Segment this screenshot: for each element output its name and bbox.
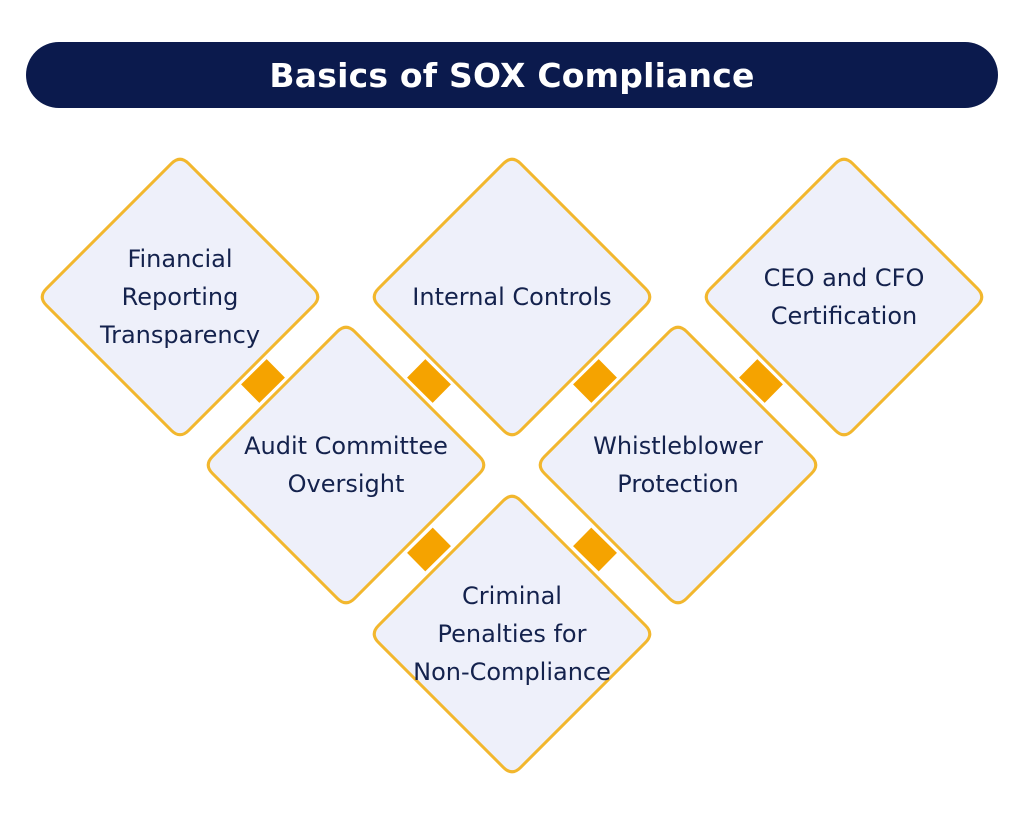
title-bar: Basics of SOX Compliance [26, 42, 998, 108]
diamond-audit-committee-oversight-label: Audit Committee Oversight [244, 432, 448, 498]
connector-2 [407, 359, 451, 403]
diamond-criminal-penalties-label: Criminal Penalties for Non-Compliance [413, 582, 611, 686]
diamond-internal-controls-label: Internal Controls [412, 283, 612, 311]
diamond-whistleblower-protection [538, 325, 818, 605]
diamond-internal-controls [372, 157, 652, 437]
page-title: Basics of SOX Compliance [269, 55, 755, 95]
diamond-whistleblower-protection-label: Whistleblower Protection [593, 432, 763, 498]
diamond-financial-reporting-transparency-label: Financial Reporting Transparency [99, 245, 261, 349]
diamond-criminal-penalties [372, 494, 652, 774]
diamond-financial-reporting-transparency [40, 157, 320, 437]
connector-5 [407, 527, 451, 572]
connector-6 [573, 527, 617, 572]
diamond-ceo-cfo-certification [704, 157, 984, 437]
connector-4 [739, 359, 783, 403]
connector-1 [241, 359, 285, 403]
connector-3 [573, 359, 617, 403]
diamond-audit-committee-oversight [206, 325, 486, 605]
diamond-ceo-cfo-certification-label: CEO and CFO Certification [763, 264, 925, 330]
